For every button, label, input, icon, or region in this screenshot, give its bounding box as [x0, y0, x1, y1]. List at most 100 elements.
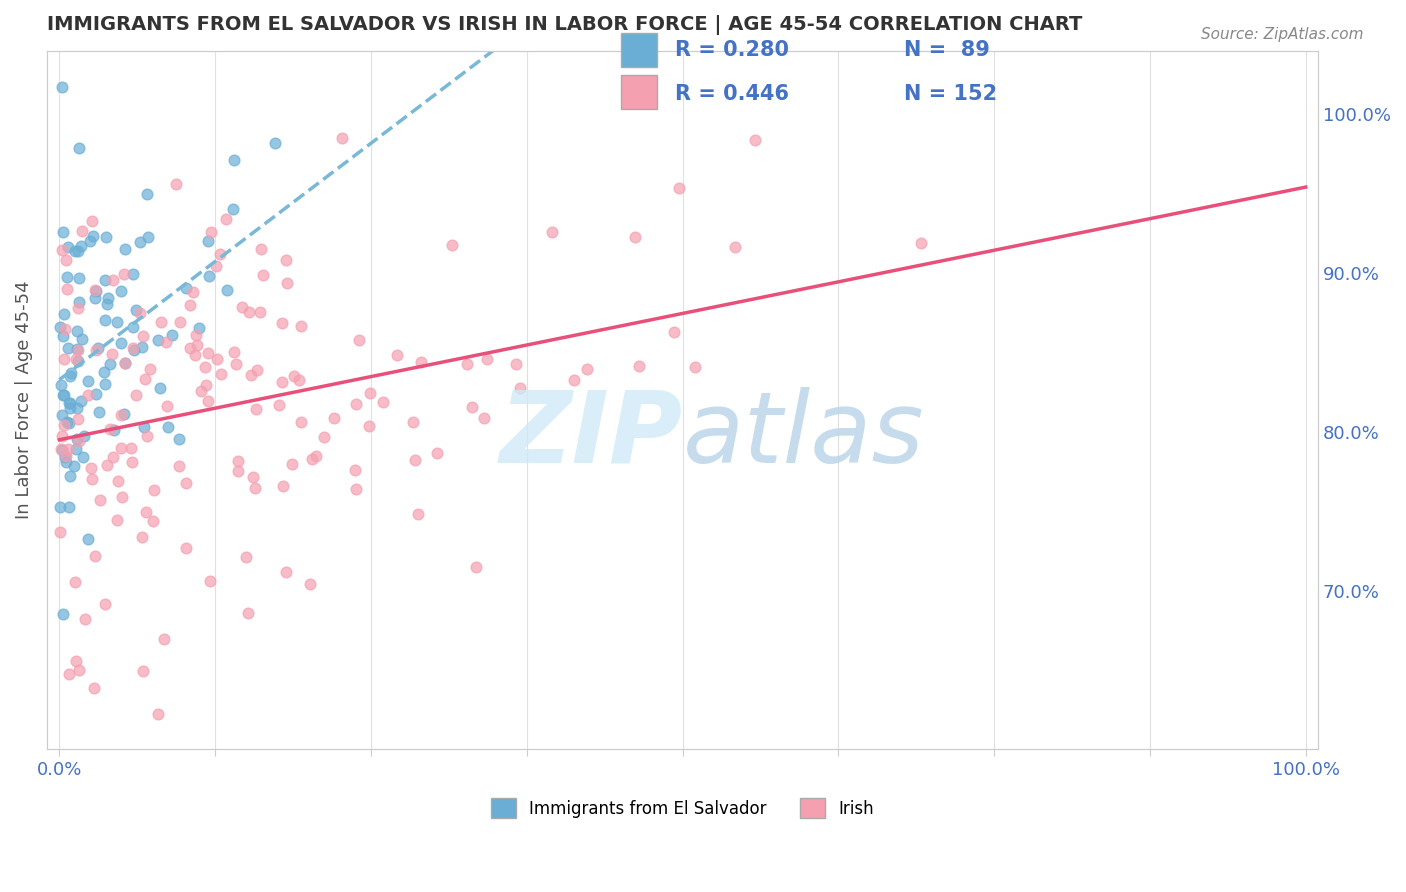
Point [176, 281, 198, 295]
Point [59, 469, 82, 483]
Point [84, 387, 107, 401]
Point [76, 388, 98, 402]
Point [136, 428, 159, 442]
Point [59, 401, 82, 415]
Point [456, 357, 478, 371]
Point [264, 136, 287, 150]
Point [249, 305, 271, 319]
Point [344, 397, 367, 411]
Point [53, 322, 76, 336]
Point [344, 463, 367, 477]
Text: IMMIGRANTS FROM EL SALVADOR VS IRISH IN LABOR FORCE | AGE 45-54 CORRELATION CHAR: IMMIGRANTS FROM EL SALVADOR VS IRISH IN … [46, 15, 1083, 35]
Point [135, 505, 157, 519]
Point [179, 341, 201, 355]
Point [225, 357, 247, 371]
Point [67, 294, 90, 309]
Point [105, 513, 128, 527]
Point [66, 412, 89, 426]
Point [55, 449, 77, 463]
Point [122, 320, 145, 334]
Point [174, 476, 197, 491]
Point [222, 344, 245, 359]
Point [51, 80, 73, 95]
Point [94, 313, 117, 327]
Point [668, 180, 690, 194]
Point [70, 239, 93, 253]
Point [114, 356, 136, 370]
Text: N =  89: N = 89 [904, 40, 990, 60]
Y-axis label: In Labor Force | Age 45-54: In Labor Force | Age 45-54 [15, 281, 32, 519]
Point [49, 377, 72, 392]
Point [93, 366, 115, 380]
Point [305, 450, 328, 464]
Point [51, 408, 73, 422]
Point [186, 338, 208, 352]
Point [114, 356, 136, 370]
Point [132, 419, 155, 434]
Point [271, 316, 294, 330]
Point [330, 130, 353, 145]
Point [323, 411, 346, 425]
Point [80, 461, 103, 475]
FancyBboxPatch shape [620, 75, 657, 109]
Point [51, 244, 73, 258]
Point [269, 398, 291, 412]
Point [125, 303, 148, 318]
Point [387, 349, 409, 363]
Point [84, 283, 107, 297]
Point [245, 481, 267, 495]
Point [274, 253, 297, 268]
Point [314, 429, 336, 443]
Point [205, 259, 228, 273]
Point [461, 400, 484, 414]
Point [73, 612, 96, 626]
Point [146, 706, 169, 721]
Point [184, 328, 207, 343]
Point [128, 306, 150, 320]
Point [575, 362, 598, 376]
Point [52, 307, 75, 321]
Point [52, 225, 75, 239]
Point [63, 575, 86, 590]
Point [226, 464, 249, 478]
Point [103, 450, 125, 465]
Point [271, 375, 294, 389]
Text: Source: ZipAtlas.com: Source: ZipAtlas.com [1201, 27, 1364, 42]
Point [65, 342, 87, 356]
Point [562, 373, 585, 387]
Point [153, 632, 176, 646]
Point [174, 541, 197, 555]
Point [110, 408, 132, 422]
Point [100, 347, 122, 361]
Point [409, 355, 432, 369]
Point [94, 377, 117, 392]
Point [129, 235, 152, 249]
Point [66, 324, 89, 338]
Point [347, 333, 370, 347]
Point [65, 654, 87, 668]
Point [623, 229, 645, 244]
Point [188, 320, 211, 334]
Point [60, 367, 83, 381]
Point [290, 416, 312, 430]
Point [89, 492, 111, 507]
Point [58, 369, 80, 384]
Point [67, 434, 90, 448]
Point [65, 401, 87, 416]
Point [67, 140, 90, 154]
Point [209, 247, 232, 261]
Point [82, 472, 104, 486]
Point [84, 549, 107, 563]
Point [406, 508, 429, 522]
Text: R = 0.280: R = 0.280 [675, 40, 789, 60]
Point [132, 329, 155, 343]
Point [112, 267, 135, 281]
Point [56, 415, 79, 429]
Point [101, 273, 124, 287]
Point [474, 410, 496, 425]
Point [541, 225, 564, 239]
Point [236, 606, 259, 620]
Point [107, 475, 129, 489]
Point [63, 459, 86, 474]
Point [222, 202, 245, 217]
